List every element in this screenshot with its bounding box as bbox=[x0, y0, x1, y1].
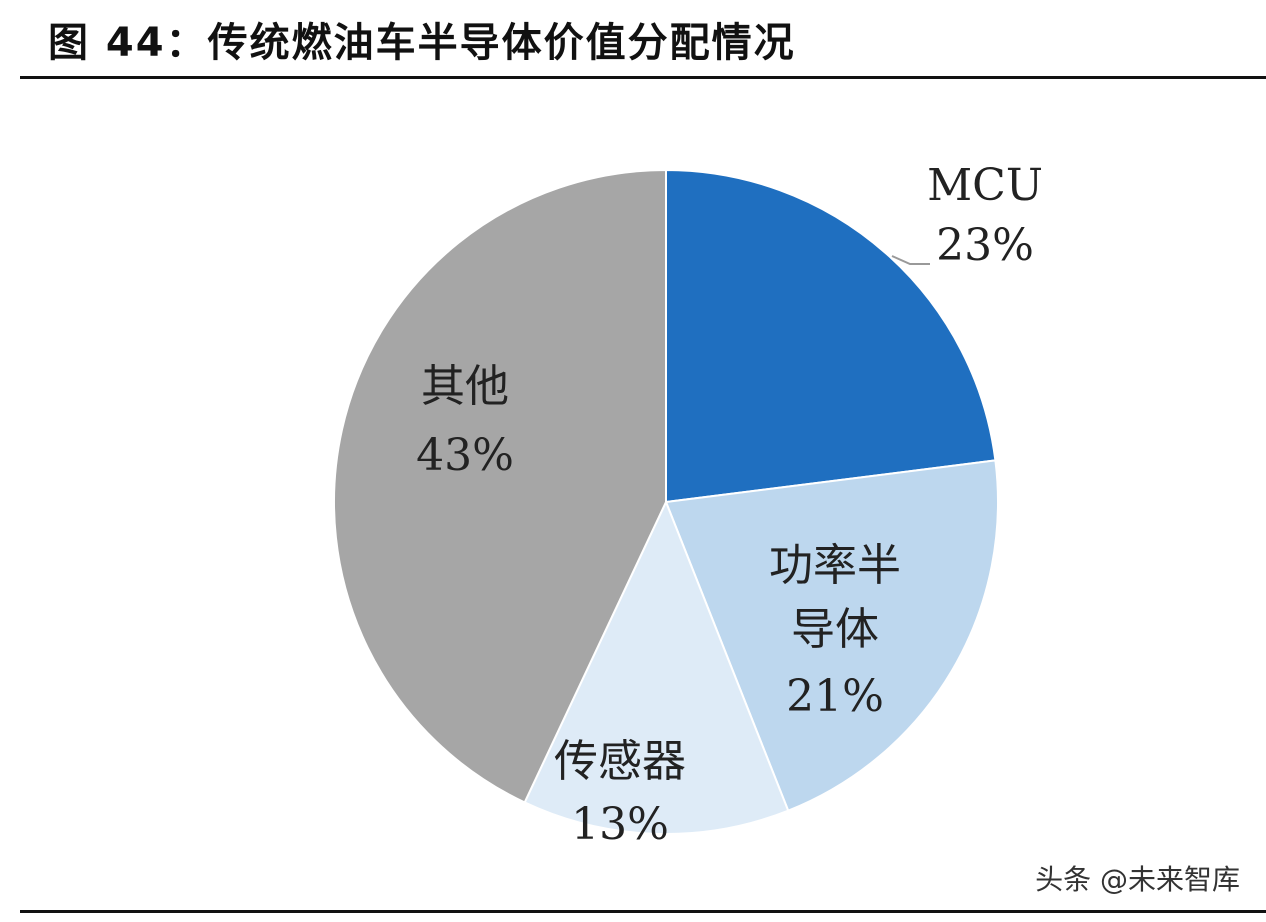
watermark: 头条 @未来智库 bbox=[1035, 863, 1240, 896]
chart-title: 图 44：传统燃油车半导体价值分配情况 bbox=[48, 20, 796, 66]
title-rule bbox=[20, 76, 1266, 79]
category-label: MCU bbox=[927, 160, 1043, 211]
pie-slice bbox=[664, 459, 999, 812]
category-label: 功率半导体 bbox=[769, 540, 901, 655]
pie-slice bbox=[665, 168, 997, 504]
value-label: 21% bbox=[786, 671, 884, 722]
pie-slice bbox=[523, 499, 790, 835]
category-label: 传感器 bbox=[554, 736, 686, 787]
leader-line bbox=[891, 255, 930, 265]
pie-slice bbox=[333, 168, 667, 804]
value-label: 13% bbox=[571, 799, 669, 850]
value-label: 43% bbox=[416, 430, 514, 481]
category-label: 其他 bbox=[421, 361, 509, 412]
value-label: 23% bbox=[936, 220, 1034, 271]
bottom-rule bbox=[20, 910, 1266, 913]
